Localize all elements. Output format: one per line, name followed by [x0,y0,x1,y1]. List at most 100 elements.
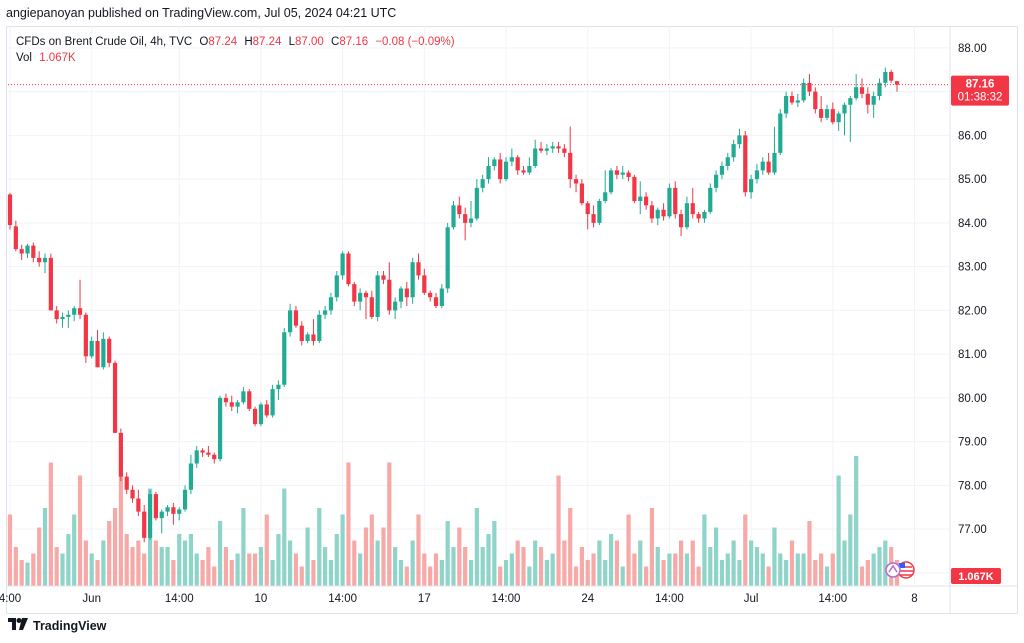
time-tick-label: Jul [744,593,759,605]
volume-bar [451,547,456,586]
candle-body [883,71,888,83]
candle-body [859,87,865,94]
event-icon[interactable] [885,562,901,578]
volume-bar [661,560,666,586]
volume-bar [737,560,742,586]
candle-body [684,203,690,228]
candle-body [457,205,462,215]
volume-bar [13,547,18,586]
candle-body [690,203,695,215]
grid-lines [8,26,950,586]
price-tick-label: 88.00 [958,43,987,55]
candle-body [387,279,392,311]
volume-bar [258,547,264,586]
candle-body [328,297,334,311]
volume-bar [206,547,211,586]
candle-body [42,257,48,263]
volume-bar [54,547,59,586]
candle-body [533,148,538,166]
volume-value-label: 1.067K [958,571,994,583]
candle-body [451,205,456,228]
volume-bar [655,547,660,586]
volume-bar [270,560,275,586]
price-tick-label: 77.00 [958,524,987,536]
tradingview-footer[interactable]: TradingView [8,618,106,633]
volume-bar [859,566,865,586]
candle-body [550,146,555,149]
candle-body [544,148,549,151]
volume-bar [789,540,795,586]
candle-body [620,172,625,175]
bar-countdown-label: 01:38:32 [958,92,1003,104]
volume-bar [603,560,608,586]
candle-body [474,187,479,219]
volume-bar [760,553,765,586]
volume-label[interactable]: Vol [16,52,32,64]
candle-body [439,288,444,306]
volume-bar [42,508,48,586]
volume-bar [830,553,835,586]
volume-bar [614,540,619,586]
volume-bar [72,514,77,586]
volume-bar [101,540,106,586]
candle-body [422,275,427,293]
candle-body [317,314,322,341]
candle-body [311,334,316,341]
candle-body [159,511,164,519]
volume-bar [527,566,532,586]
price-tick-label: 85.00 [958,174,987,186]
volume-bars [7,456,900,586]
candle-body [7,194,13,226]
volume-bar [142,553,147,586]
last-price-label: 87.16 [966,79,995,91]
volume-bar [562,540,567,586]
time-tick-label: 8 [911,593,917,605]
candle-body [492,159,497,166]
chart-frame[interactable] [6,26,1018,614]
volume-bar [503,560,509,586]
low-value: 87.00 [295,36,324,48]
volume-bar [83,540,88,586]
volume-badge: 1.067K [951,568,1001,584]
candle-body [31,245,36,258]
candle-body [807,82,812,92]
candle-body [83,314,88,357]
volume-bar [112,508,118,586]
candle-body [182,489,188,510]
volume-bar [334,534,339,586]
candle-body [568,152,573,180]
candle-body [433,297,439,306]
volume-bar [486,534,491,586]
candle-body [107,338,112,363]
candle-body [19,249,24,254]
volume-bar [673,553,678,586]
volume-bar [363,527,369,586]
candle-body [871,96,876,105]
volume-bar [749,540,754,586]
candle-body [743,135,748,193]
candle-body [206,452,211,455]
candle-body [282,332,287,385]
volume-bar [212,566,217,586]
volume-bar [358,553,363,586]
price-tick-label: 80.00 [958,393,987,405]
candle-body [713,174,719,188]
volume-bar [538,547,544,586]
candle-body [346,253,351,285]
us-flag-icon[interactable] [897,561,915,579]
volume-bar [95,560,100,586]
candle-body [480,179,485,188]
volume-bar [731,540,736,586]
volume-bar [713,527,719,586]
volume-bar [177,534,182,586]
candle-body [358,292,363,302]
candle-body [171,507,176,514]
volume-bar [807,521,812,586]
candle-body [591,214,596,223]
candle-body [334,275,339,298]
candle-body [445,227,450,289]
candle-body [247,391,252,409]
volume-bar [288,540,293,586]
symbol-name[interactable]: CFDs on Brent Crude Oil, 4h, TVC [16,36,193,48]
